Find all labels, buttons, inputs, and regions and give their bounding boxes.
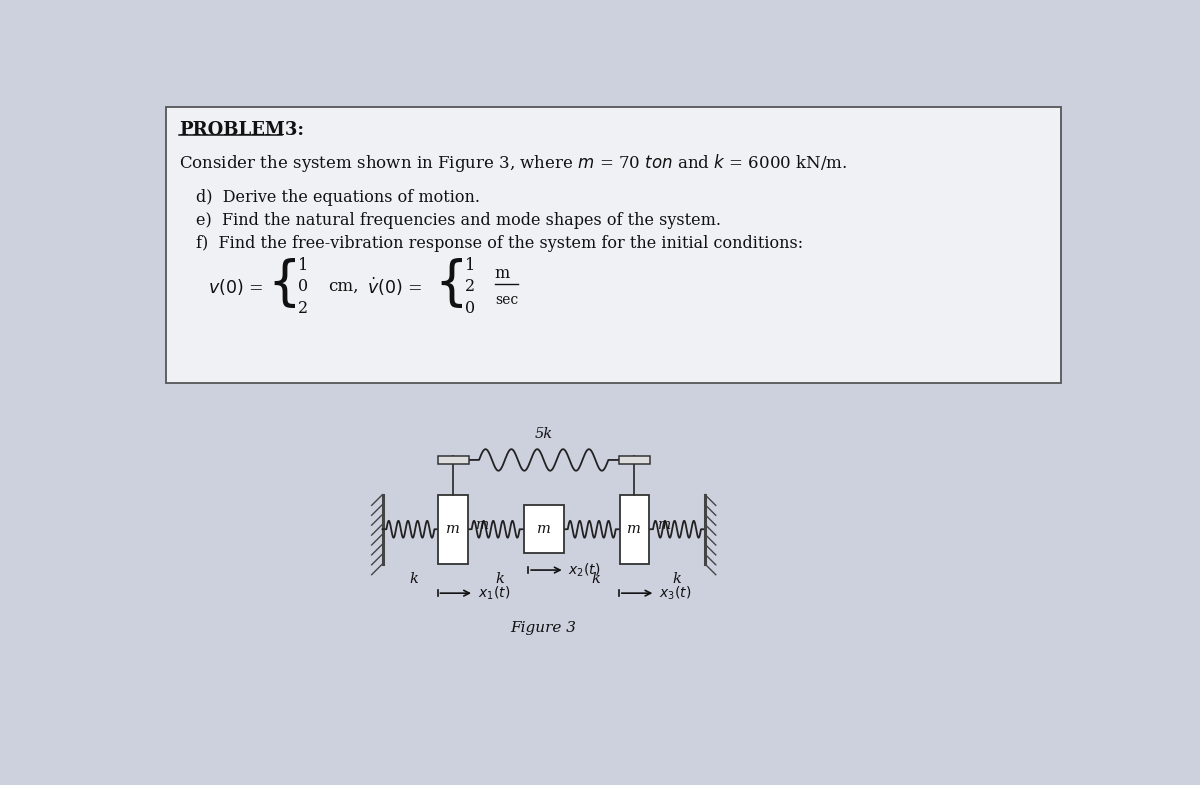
- Text: m: m: [446, 522, 460, 536]
- Text: 0: 0: [466, 300, 475, 317]
- Text: 0: 0: [299, 278, 308, 295]
- Text: 2: 2: [299, 300, 308, 317]
- Bar: [619, 495, 649, 564]
- Text: k: k: [672, 572, 682, 586]
- Text: PROBLEM3:: PROBLEM3:: [180, 121, 305, 139]
- Text: f)  Find the free-vibration response of the system for the initial conditions:: f) Find the free-vibration response of t…: [197, 236, 804, 252]
- Text: $\dot{v}(0)$ =: $\dot{v}(0)$ =: [367, 276, 422, 298]
- Text: $x_1(t)$: $x_1(t)$: [478, 585, 510, 602]
- Text: k: k: [410, 572, 419, 586]
- Text: m: m: [656, 518, 670, 532]
- Text: 5k: 5k: [535, 427, 553, 440]
- Text: $\{$: $\{$: [268, 256, 296, 310]
- Text: 2: 2: [466, 278, 475, 295]
- Bar: [438, 456, 468, 464]
- Text: m: m: [628, 522, 641, 536]
- Text: Figure 3: Figure 3: [511, 621, 577, 635]
- Text: sec: sec: [494, 293, 518, 307]
- Text: $x_2(t)$: $x_2(t)$: [569, 561, 601, 579]
- Text: m: m: [475, 518, 488, 532]
- Text: k: k: [496, 572, 504, 586]
- Text: 1: 1: [464, 257, 475, 274]
- Text: Consider the system shown in Figure 3, where $\mathit{m}$ = 70 $\mathit{ton}$ an: Consider the system shown in Figure 3, w…: [180, 152, 847, 174]
- FancyBboxPatch shape: [166, 108, 1061, 383]
- Text: d)  Derive the equations of motion.: d) Derive the equations of motion.: [197, 189, 480, 206]
- Text: $v(0)$ =: $v(0)$ =: [208, 276, 263, 297]
- Text: $\{$: $\{$: [434, 256, 463, 310]
- Bar: [523, 506, 564, 553]
- Text: cm,: cm,: [329, 278, 359, 295]
- Bar: [438, 495, 468, 564]
- Text: 1: 1: [299, 257, 308, 274]
- Text: m: m: [494, 265, 510, 282]
- Bar: [619, 456, 650, 464]
- Text: m: m: [536, 522, 551, 536]
- Text: $x_3(t)$: $x_3(t)$: [659, 585, 691, 602]
- Text: e)  Find the natural frequencies and mode shapes of the system.: e) Find the natural frequencies and mode…: [197, 212, 721, 229]
- Text: k: k: [592, 572, 600, 586]
